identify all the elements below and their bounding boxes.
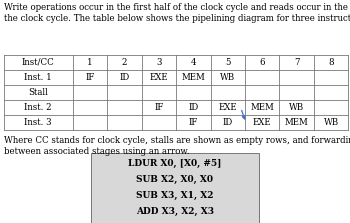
Text: 3: 3 bbox=[156, 58, 162, 67]
Text: ID: ID bbox=[188, 103, 198, 112]
Text: SUB X2, X0, X0: SUB X2, X0, X0 bbox=[136, 175, 214, 184]
Text: EXE: EXE bbox=[253, 118, 272, 127]
Text: WB: WB bbox=[220, 73, 235, 82]
Text: 1: 1 bbox=[87, 58, 93, 67]
Text: MEM: MEM bbox=[181, 73, 205, 82]
Text: 5: 5 bbox=[225, 58, 231, 67]
Text: EXE: EXE bbox=[218, 103, 237, 112]
Text: Stall: Stall bbox=[28, 88, 48, 97]
Text: IF: IF bbox=[85, 73, 95, 82]
Text: 8: 8 bbox=[328, 58, 334, 67]
Text: 2: 2 bbox=[122, 58, 127, 67]
Text: EXE: EXE bbox=[149, 73, 168, 82]
Text: LDUR X0, [X0, #5]: LDUR X0, [X0, #5] bbox=[128, 159, 222, 168]
Text: ID: ID bbox=[119, 73, 130, 82]
Text: MEM: MEM bbox=[250, 103, 274, 112]
Text: WB: WB bbox=[289, 103, 304, 112]
Text: ADD X3, X2, X3: ADD X3, X2, X3 bbox=[136, 207, 214, 216]
Text: WB: WB bbox=[323, 118, 338, 127]
Text: Inst. 2: Inst. 2 bbox=[25, 103, 52, 112]
Text: Inst. 1: Inst. 1 bbox=[24, 73, 52, 82]
Text: 7: 7 bbox=[294, 58, 299, 67]
Text: Inst/CC: Inst/CC bbox=[22, 58, 55, 67]
Text: Inst. 3: Inst. 3 bbox=[25, 118, 52, 127]
Text: IF: IF bbox=[189, 118, 198, 127]
Text: Write operations occur in the first half of the clock cycle and reads occur in t: Write operations occur in the first half… bbox=[4, 3, 350, 23]
Text: 4: 4 bbox=[190, 58, 196, 67]
Text: MEM: MEM bbox=[285, 118, 308, 127]
Text: Where CC stands for clock cycle, stalls are shown as empty rows, and forwarding : Where CC stands for clock cycle, stalls … bbox=[4, 136, 350, 156]
Text: 6: 6 bbox=[259, 58, 265, 67]
Text: SUB X3, X1, X2: SUB X3, X1, X2 bbox=[136, 191, 214, 200]
Text: IF: IF bbox=[154, 103, 163, 112]
FancyBboxPatch shape bbox=[91, 153, 259, 223]
Text: ID: ID bbox=[223, 118, 233, 127]
